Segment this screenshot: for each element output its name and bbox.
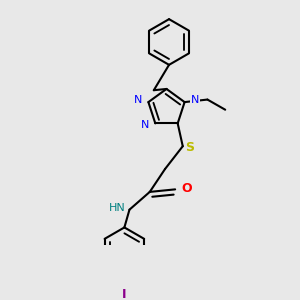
Text: N: N	[191, 94, 199, 105]
Text: O: O	[182, 182, 192, 195]
Text: HN: HN	[109, 203, 126, 213]
Text: I: I	[122, 288, 127, 300]
Text: N: N	[134, 94, 142, 105]
Text: S: S	[185, 141, 194, 154]
Text: N: N	[141, 120, 149, 130]
